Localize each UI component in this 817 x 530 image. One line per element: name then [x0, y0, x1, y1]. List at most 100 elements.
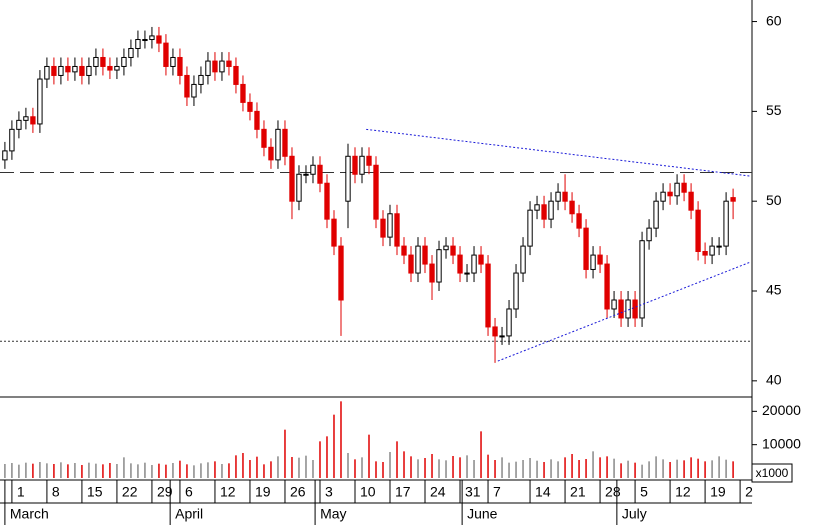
x-tick-label: 5 [640, 484, 648, 500]
x-tick-label: 10 [360, 484, 376, 500]
candle-body [23, 116, 29, 121]
x-tick-label: 12 [220, 484, 236, 500]
x-tick-label: 15 [87, 484, 103, 500]
candle-body [331, 218, 337, 247]
candle-body [65, 65, 71, 73]
candle-body [387, 213, 393, 238]
volume-tick-label: 20000 [762, 402, 801, 418]
candle-body [436, 249, 442, 283]
candle-body [527, 209, 533, 247]
y-tick-label: 40 [766, 372, 782, 388]
candle-body [499, 335, 505, 338]
x-tick-label: 14 [535, 484, 551, 500]
x-tick-label: 2 [745, 484, 753, 500]
candle-body [156, 35, 162, 44]
candle-body [450, 245, 456, 256]
candle-body [695, 209, 701, 252]
x-tick-label: 12 [675, 484, 691, 500]
candle-body [632, 299, 638, 319]
x-tick-label: 8 [52, 484, 60, 500]
candle-body [408, 254, 414, 274]
trend-line [366, 128, 750, 177]
candle-body [163, 42, 169, 67]
candle-body [191, 83, 197, 98]
candle-body [296, 173, 302, 202]
candle-body [716, 245, 722, 248]
candle-body [730, 197, 736, 202]
candle-body [464, 272, 470, 275]
candle-body [352, 155, 358, 175]
x-tick-label: 7 [493, 484, 501, 500]
candle-body [723, 200, 729, 247]
candle-body [233, 65, 239, 85]
candle-body [639, 240, 645, 319]
candle-body [9, 128, 15, 152]
candle-body [226, 60, 232, 67]
candle-body [520, 245, 526, 274]
candle-body [583, 227, 589, 270]
candle-body [457, 254, 463, 274]
candle-body [506, 308, 512, 337]
candle-body [555, 191, 561, 202]
x-tick-label: 1 [17, 484, 25, 500]
candle-body [128, 48, 134, 58]
x-tick-label: 17 [395, 484, 411, 500]
x-tick-label: 3 [325, 484, 333, 500]
candle-body [380, 218, 386, 238]
candle-body [569, 200, 575, 215]
candle-body [72, 65, 78, 73]
candle-body [170, 56, 176, 67]
candle-body [373, 164, 379, 220]
candle-body [688, 191, 694, 211]
volume-unit: x1000 [756, 466, 789, 480]
x-tick-label: 22 [122, 484, 138, 500]
candle-body [653, 200, 659, 229]
candle-body [394, 213, 400, 247]
candle-body [429, 263, 435, 283]
candle-body [261, 128, 267, 148]
candle-body [303, 173, 309, 176]
candle-body [681, 182, 687, 193]
candle-body [576, 213, 582, 229]
candle-body [184, 74, 190, 98]
candle-body [37, 78, 43, 125]
candle-body [254, 110, 260, 130]
volume-tick-label: 10000 [762, 435, 801, 451]
candle-body [604, 263, 610, 310]
candle-body [282, 128, 288, 157]
candle-body [317, 164, 323, 184]
candle-body [513, 272, 519, 310]
candle-body [324, 182, 330, 220]
month-label: May [320, 506, 346, 522]
candle-body [345, 155, 351, 202]
candle-body [79, 65, 85, 76]
candle-body [618, 299, 624, 319]
candle-body [415, 245, 421, 274]
month-label: June [467, 506, 498, 522]
candle-body [100, 56, 106, 67]
x-tick-label: 28 [605, 484, 621, 500]
y-tick-label: 55 [766, 102, 782, 118]
candle-body [443, 245, 449, 251]
candle-body [646, 227, 652, 242]
candle-body [534, 204, 540, 211]
x-tick-label: 26 [290, 484, 306, 500]
candle-body [289, 155, 295, 202]
y-tick-label: 50 [766, 192, 782, 208]
candle-body [310, 164, 316, 175]
candle-body [611, 299, 617, 310]
candle-body [44, 65, 50, 80]
y-tick-label: 60 [766, 12, 782, 28]
month-label: March [10, 506, 49, 522]
candle-body [121, 56, 127, 67]
candle-body [212, 60, 218, 73]
candle-body [205, 60, 211, 76]
candle-body [674, 182, 680, 197]
candle-body [422, 245, 428, 265]
x-tick-label: 24 [430, 484, 446, 500]
candle-body [548, 200, 554, 220]
candle-body [268, 146, 274, 161]
volume-unit-box [751, 463, 793, 483]
month-label: July [622, 506, 647, 522]
